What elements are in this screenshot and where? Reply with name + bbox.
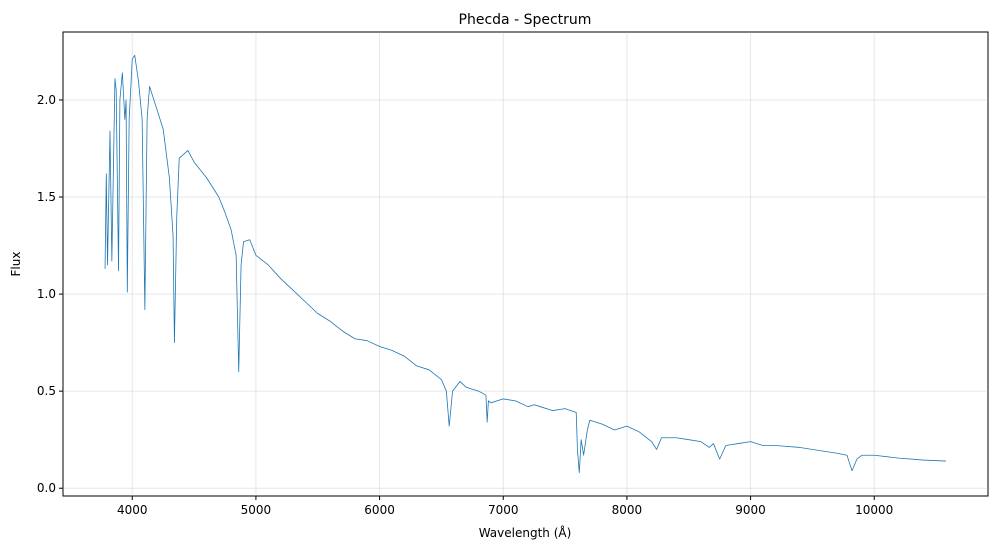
x-tick-label: 9000 bbox=[735, 503, 766, 517]
x-tick-label: 5000 bbox=[241, 503, 272, 517]
spectrum-line bbox=[104, 54, 946, 474]
y-tick-label: 1.0 bbox=[37, 287, 56, 301]
y-tick-label: 0.5 bbox=[37, 384, 56, 398]
x-tick-label: 8000 bbox=[612, 503, 643, 517]
y-tick-label: 1.5 bbox=[37, 190, 56, 204]
y-tick-label: 0.0 bbox=[37, 481, 56, 495]
y-axis-label: Flux bbox=[9, 252, 23, 277]
chart-title: Phecda - Spectrum bbox=[459, 12, 592, 28]
y-tick-label: 2.0 bbox=[37, 93, 56, 107]
x-tick-label: 7000 bbox=[488, 503, 519, 517]
x-tick-label: 6000 bbox=[364, 503, 395, 517]
x-tick-label: 10000 bbox=[855, 503, 893, 517]
x-axis-label: Wavelength (Å) bbox=[479, 525, 572, 540]
x-tick-label: 4000 bbox=[117, 503, 148, 517]
axes-frame bbox=[62, 31, 989, 497]
